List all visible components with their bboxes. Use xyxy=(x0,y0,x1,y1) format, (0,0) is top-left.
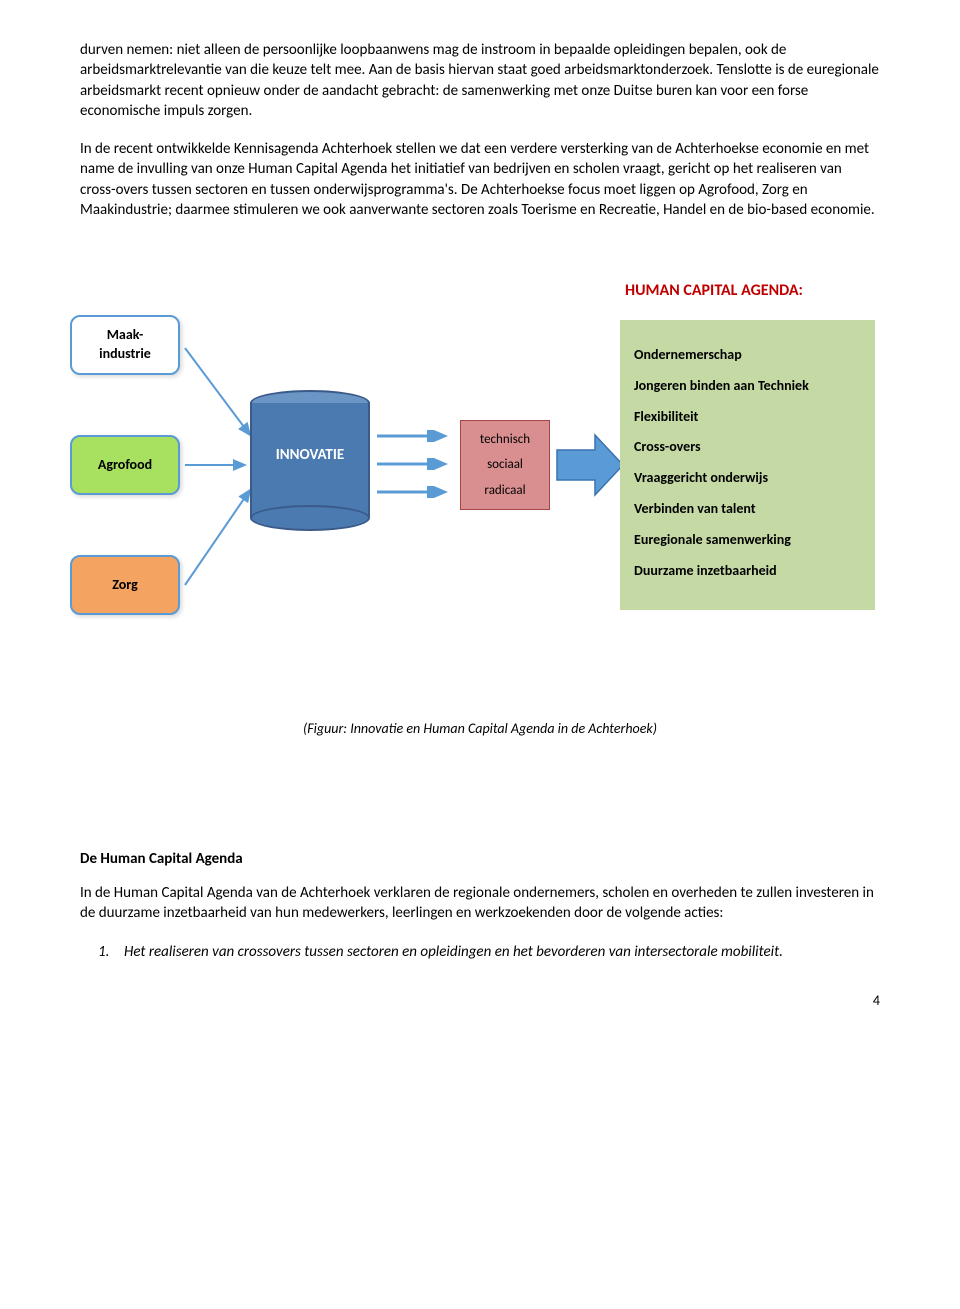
hca-panel: Ondernemerschap Jongeren binden aan Tech… xyxy=(620,320,875,610)
arrow-cyl-to-types-1 xyxy=(375,430,455,442)
sector-box-maakindustrie: Maak-industrie xyxy=(70,315,180,375)
diagram: Maak-industrie Agrofood Zorg INNOVATIE t… xyxy=(80,280,880,660)
innov-type-2: sociaal xyxy=(487,456,523,474)
section-body: In de Human Capital Agenda van de Achter… xyxy=(80,883,880,924)
arrow-sector-to-cylinder-3 xyxy=(180,475,260,595)
paragraph-2: In de recent ontwikkelde Kennisagenda Ac… xyxy=(80,139,880,220)
arrow-sector-to-cylinder-1 xyxy=(180,340,260,460)
innov-type-3: radicaal xyxy=(484,482,525,500)
sector-box-zorg: Zorg xyxy=(70,555,180,615)
list-number: 1. xyxy=(98,942,124,962)
hca-item-7: Euregionale samenwerking xyxy=(634,525,861,556)
sector-box-agrofood: Agrofood xyxy=(70,435,180,495)
arrow-sector-to-cylinder-2 xyxy=(180,455,260,475)
hca-item-4: Cross-overs xyxy=(634,432,861,463)
list-item-1: 1. Het realiseren van crossovers tussen … xyxy=(80,942,880,962)
hca-item-1: Ondernemerschap xyxy=(634,340,861,371)
hca-item-2: Jongeren binden aan Techniek xyxy=(634,371,861,402)
hca-item-5: Vraaggericht onderwijs xyxy=(634,463,861,494)
arrow-cyl-to-types-3 xyxy=(375,486,455,498)
section-title: De Human Capital Agenda xyxy=(80,849,880,869)
innov-type-1: technisch xyxy=(480,431,530,449)
list-text: Het realiseren van crossovers tussen sec… xyxy=(124,942,783,962)
paragraph-1: durven nemen: niet alleen de persoonlijk… xyxy=(80,40,880,121)
hca-item-3: Flexibiliteit xyxy=(634,402,861,433)
innovation-types-box: technisch sociaal radicaal xyxy=(460,420,550,510)
big-arrow xyxy=(555,430,625,500)
hca-item-6: Verbinden van talent xyxy=(634,494,861,525)
hca-item-8: Duurzame inzetbaarheid xyxy=(634,556,861,587)
figure-caption: (Figuur: Innovatie en Human Capital Agen… xyxy=(80,720,880,739)
page-number: 4 xyxy=(80,992,880,1011)
cylinder-label: INNOVATIE xyxy=(250,445,370,465)
innovation-cylinder: INNOVATIE xyxy=(250,390,370,557)
arrow-cyl-to-types-2 xyxy=(375,458,455,470)
hca-title: HUMAN CAPITAL AGENDA: xyxy=(625,280,803,302)
